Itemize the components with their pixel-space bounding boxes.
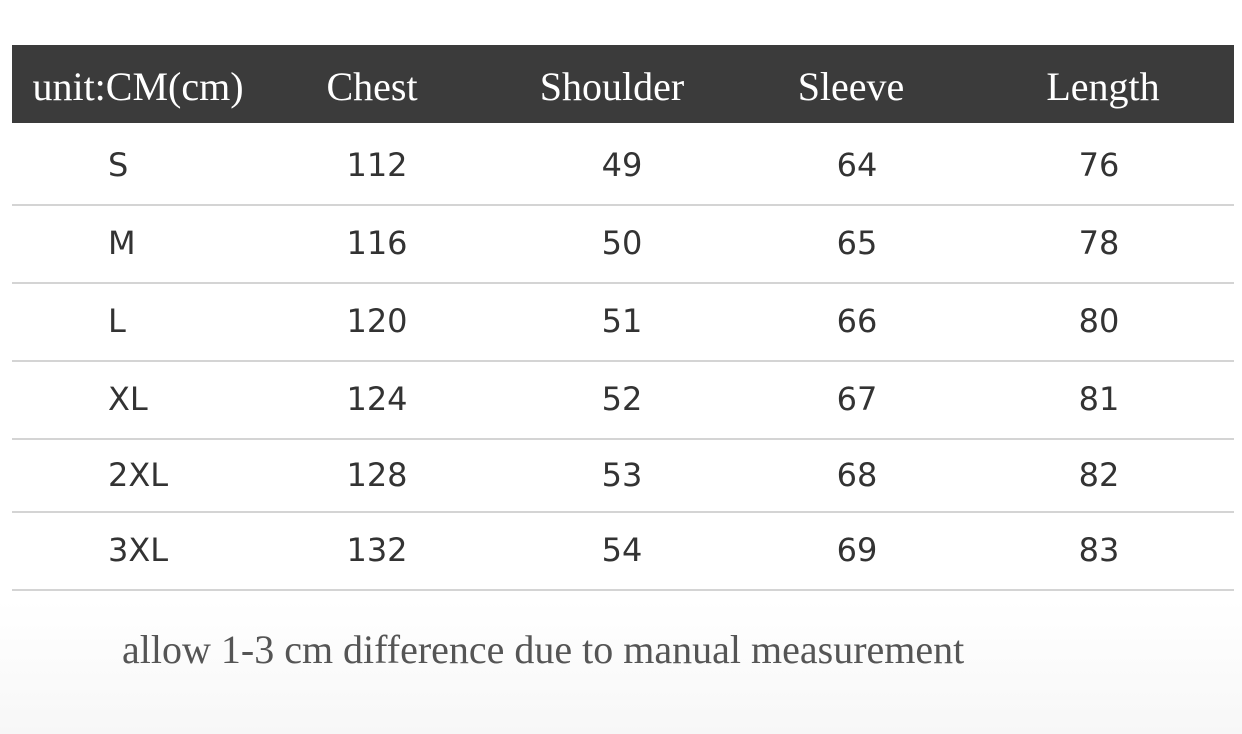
value-cell: 80: [1078, 302, 1120, 340]
table-header: [12, 45, 1234, 123]
row-separator: [12, 360, 1234, 362]
row-separator: [12, 511, 1234, 513]
size-cell: 2XL: [108, 455, 169, 494]
value-cell: 50: [601, 224, 643, 262]
size-cell: L: [108, 302, 126, 340]
value-cell: 116: [346, 224, 408, 262]
size-cell: S: [108, 146, 129, 184]
value-cell: 66: [836, 302, 878, 340]
header-cell: Sleeve: [797, 64, 905, 109]
value-cell: 49: [601, 146, 643, 184]
value-cell: 64: [836, 146, 878, 184]
size-cell: M: [108, 224, 136, 262]
note: allow 1-3 cm difference due to manual me…: [122, 627, 965, 672]
value-cell: 124: [346, 380, 408, 418]
value-cell: 128: [346, 455, 408, 494]
size-cell: 3XL: [108, 531, 169, 569]
value-cell: 132: [346, 531, 408, 569]
header-cell: unit:CM(cm): [32, 64, 244, 109]
value-cell: 112: [346, 146, 408, 184]
value-cell: 53: [601, 455, 643, 494]
value-cell: 81: [1078, 380, 1120, 418]
value-cell: 65: [836, 224, 878, 262]
value-cell: 51: [601, 302, 643, 340]
header-cell: Length: [1046, 64, 1160, 109]
value-cell: 68: [836, 455, 878, 494]
value-cell: 83: [1078, 531, 1120, 569]
row-separator: [12, 589, 1234, 591]
row-separator: [12, 438, 1234, 440]
size-cell: XL: [108, 380, 148, 418]
value-cell: 54: [601, 531, 643, 569]
header-cell: Shoulder: [539, 64, 685, 109]
row-separator: [12, 204, 1234, 206]
value-cell: 69: [836, 531, 878, 569]
header-cell: Chest: [326, 64, 418, 109]
value-cell: 120: [346, 302, 408, 340]
value-cell: 52: [601, 380, 643, 418]
value-cell: 78: [1078, 224, 1120, 262]
row-separator: [12, 282, 1234, 284]
value-cell: 76: [1078, 146, 1120, 184]
value-cell: 67: [836, 380, 878, 418]
value-cell: 82: [1078, 455, 1120, 494]
